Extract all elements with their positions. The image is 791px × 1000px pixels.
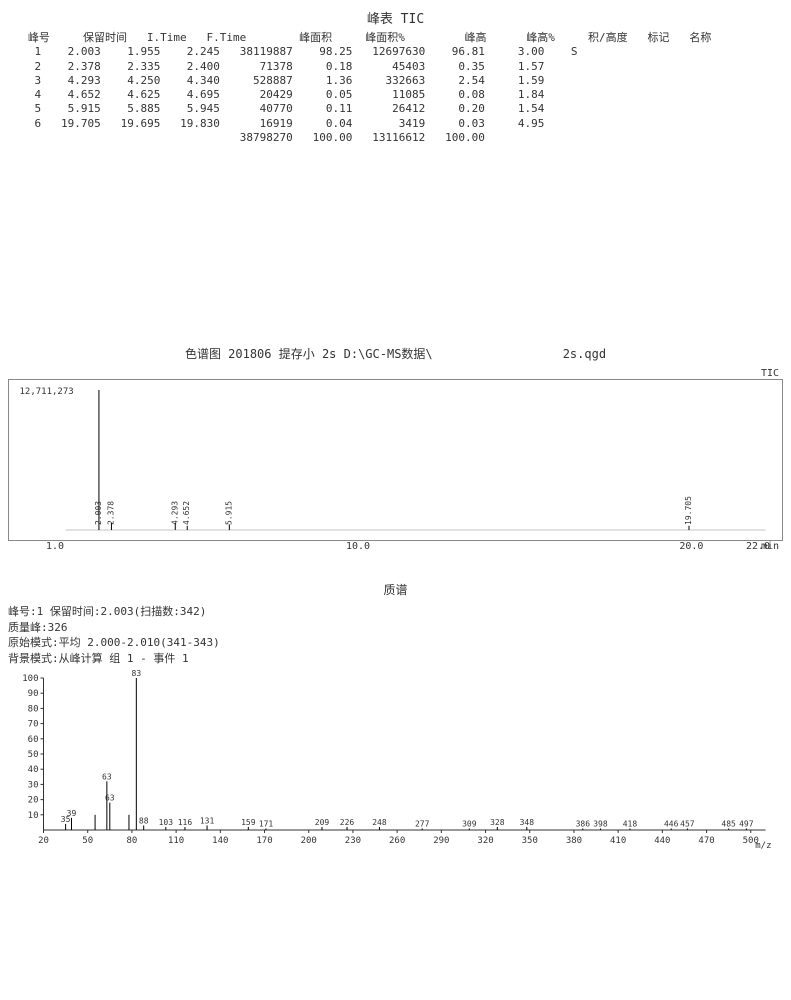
spectrum-info-2: 质量峰:326 bbox=[8, 620, 783, 635]
spectrum-svg: 10 20 30 40 50 60 70 80 90 100 20 50 80 110 140 170 200 2… bbox=[8, 670, 783, 850]
svg-text:4.293: 4.293 bbox=[170, 501, 179, 525]
svg-text:39: 39 bbox=[67, 809, 77, 818]
svg-text:20: 20 bbox=[38, 836, 49, 846]
svg-text:470: 470 bbox=[698, 836, 714, 846]
svg-text:30: 30 bbox=[28, 780, 39, 790]
svg-text:12,711,273: 12,711,273 bbox=[20, 387, 74, 397]
svg-text:386: 386 bbox=[576, 819, 591, 828]
svg-text:40: 40 bbox=[28, 765, 39, 775]
svg-text:277: 277 bbox=[415, 819, 430, 828]
svg-text:50: 50 bbox=[82, 836, 93, 846]
svg-text:70: 70 bbox=[28, 720, 39, 730]
svg-text:457: 457 bbox=[680, 819, 695, 828]
spectrum-info: 峰号:1 保留时间:2.003(扫描数:342) 质量峰:326 原始模式:平均… bbox=[8, 604, 783, 666]
chrom-title-prefix: 色谱图 201806 提存小 2s D:\GC-MS数据\ bbox=[185, 347, 433, 361]
chromatogram-title: 色谱图 201806 提存小 2s D:\GC-MS数据\ 2s.qgd bbox=[8, 345, 783, 362]
svg-text:60: 60 bbox=[28, 735, 39, 745]
spectrum-info-4: 背景模式:从峰计算 组 1 - 事件 1 bbox=[8, 651, 783, 666]
spectrum-info-3: 原始模式:平均 2.000-2.010(341-343) bbox=[8, 635, 783, 650]
svg-text:83: 83 bbox=[132, 670, 142, 678]
svg-text:200: 200 bbox=[301, 836, 317, 846]
svg-text:19.705: 19.705 bbox=[684, 496, 693, 525]
svg-text:50: 50 bbox=[28, 750, 39, 760]
svg-text:170: 170 bbox=[256, 836, 272, 846]
svg-text:103: 103 bbox=[159, 818, 174, 827]
svg-text:159: 159 bbox=[241, 818, 256, 827]
svg-text:116: 116 bbox=[178, 818, 193, 827]
svg-text:290: 290 bbox=[433, 836, 449, 846]
svg-text:5.915: 5.915 bbox=[224, 501, 233, 525]
svg-text:88: 88 bbox=[139, 816, 149, 825]
chrom-filename: 2s.qgd bbox=[563, 347, 606, 361]
chromatogram-section: 色谱图 201806 提存小 2s D:\GC-MS数据\ 2s.qgd TIC… bbox=[8, 345, 783, 557]
svg-text:440: 440 bbox=[654, 836, 670, 846]
svg-text:410: 410 bbox=[610, 836, 626, 846]
svg-text:10: 10 bbox=[28, 811, 39, 821]
spectrum-info-1: 峰号:1 保留时间:2.003(扫描数:342) bbox=[8, 604, 783, 619]
svg-text:497: 497 bbox=[739, 819, 754, 828]
svg-text:398: 398 bbox=[593, 819, 608, 828]
svg-text:350: 350 bbox=[522, 836, 538, 846]
svg-text:380: 380 bbox=[566, 836, 582, 846]
svg-text:80: 80 bbox=[28, 704, 39, 714]
svg-text:230: 230 bbox=[345, 836, 361, 846]
svg-text:131: 131 bbox=[200, 816, 215, 825]
chrom-x-axis: 1.010.020.022.0min bbox=[8, 541, 783, 557]
table-title: 峰表 TIC bbox=[8, 8, 783, 27]
svg-text:90: 90 bbox=[28, 689, 39, 699]
svg-text:4.652: 4.652 bbox=[182, 501, 191, 525]
svg-text:209: 209 bbox=[315, 818, 330, 827]
svg-text:m/z: m/z bbox=[755, 841, 771, 850]
chromatogram-box: 12,711,273 2.0032.378 4.2934.652 5.915 19.70… bbox=[8, 379, 783, 541]
spectrum-box: 10 20 30 40 50 60 70 80 90 100 20 50 80 110 140 170 200 2… bbox=[8, 670, 783, 850]
peak-table-section: 峰表 TIC 峰号 保留时间 I.Time F.Time 峰面积 峰面积% 峰高… bbox=[8, 8, 783, 145]
svg-text:309: 309 bbox=[462, 819, 477, 828]
svg-text:2.003: 2.003 bbox=[94, 501, 103, 525]
svg-text:260: 260 bbox=[389, 836, 405, 846]
peak-table: 峰号 保留时间 I.Time F.Time 峰面积 峰面积% 峰高 峰高% 积/… bbox=[8, 31, 783, 145]
svg-text:226: 226 bbox=[340, 818, 355, 827]
spectrum-section: 质谱 峰号:1 保留时间:2.003(扫描数:342) 质量峰:326 原始模式… bbox=[8, 581, 783, 850]
svg-text:248: 248 bbox=[372, 818, 387, 827]
svg-text:80: 80 bbox=[126, 836, 137, 846]
svg-text:63: 63 bbox=[102, 772, 112, 781]
svg-text:140: 140 bbox=[212, 836, 228, 846]
svg-text:20: 20 bbox=[28, 796, 39, 806]
svg-text:320: 320 bbox=[477, 836, 493, 846]
svg-text:171: 171 bbox=[259, 819, 274, 828]
svg-text:110: 110 bbox=[168, 836, 184, 846]
svg-text:446: 446 bbox=[664, 819, 679, 828]
svg-text:418: 418 bbox=[623, 819, 638, 828]
svg-text:328: 328 bbox=[490, 818, 505, 827]
svg-text:2.378: 2.378 bbox=[106, 501, 115, 525]
tic-label: TIC bbox=[8, 368, 783, 379]
svg-text:485: 485 bbox=[721, 819, 736, 828]
svg-text:63: 63 bbox=[105, 794, 115, 803]
spectrum-title: 质谱 bbox=[8, 581, 783, 598]
chromatogram-svg: 12,711,273 2.0032.378 4.2934.652 5.915 19.70… bbox=[9, 380, 782, 540]
svg-text:100: 100 bbox=[22, 674, 38, 684]
svg-text:348: 348 bbox=[520, 818, 535, 827]
